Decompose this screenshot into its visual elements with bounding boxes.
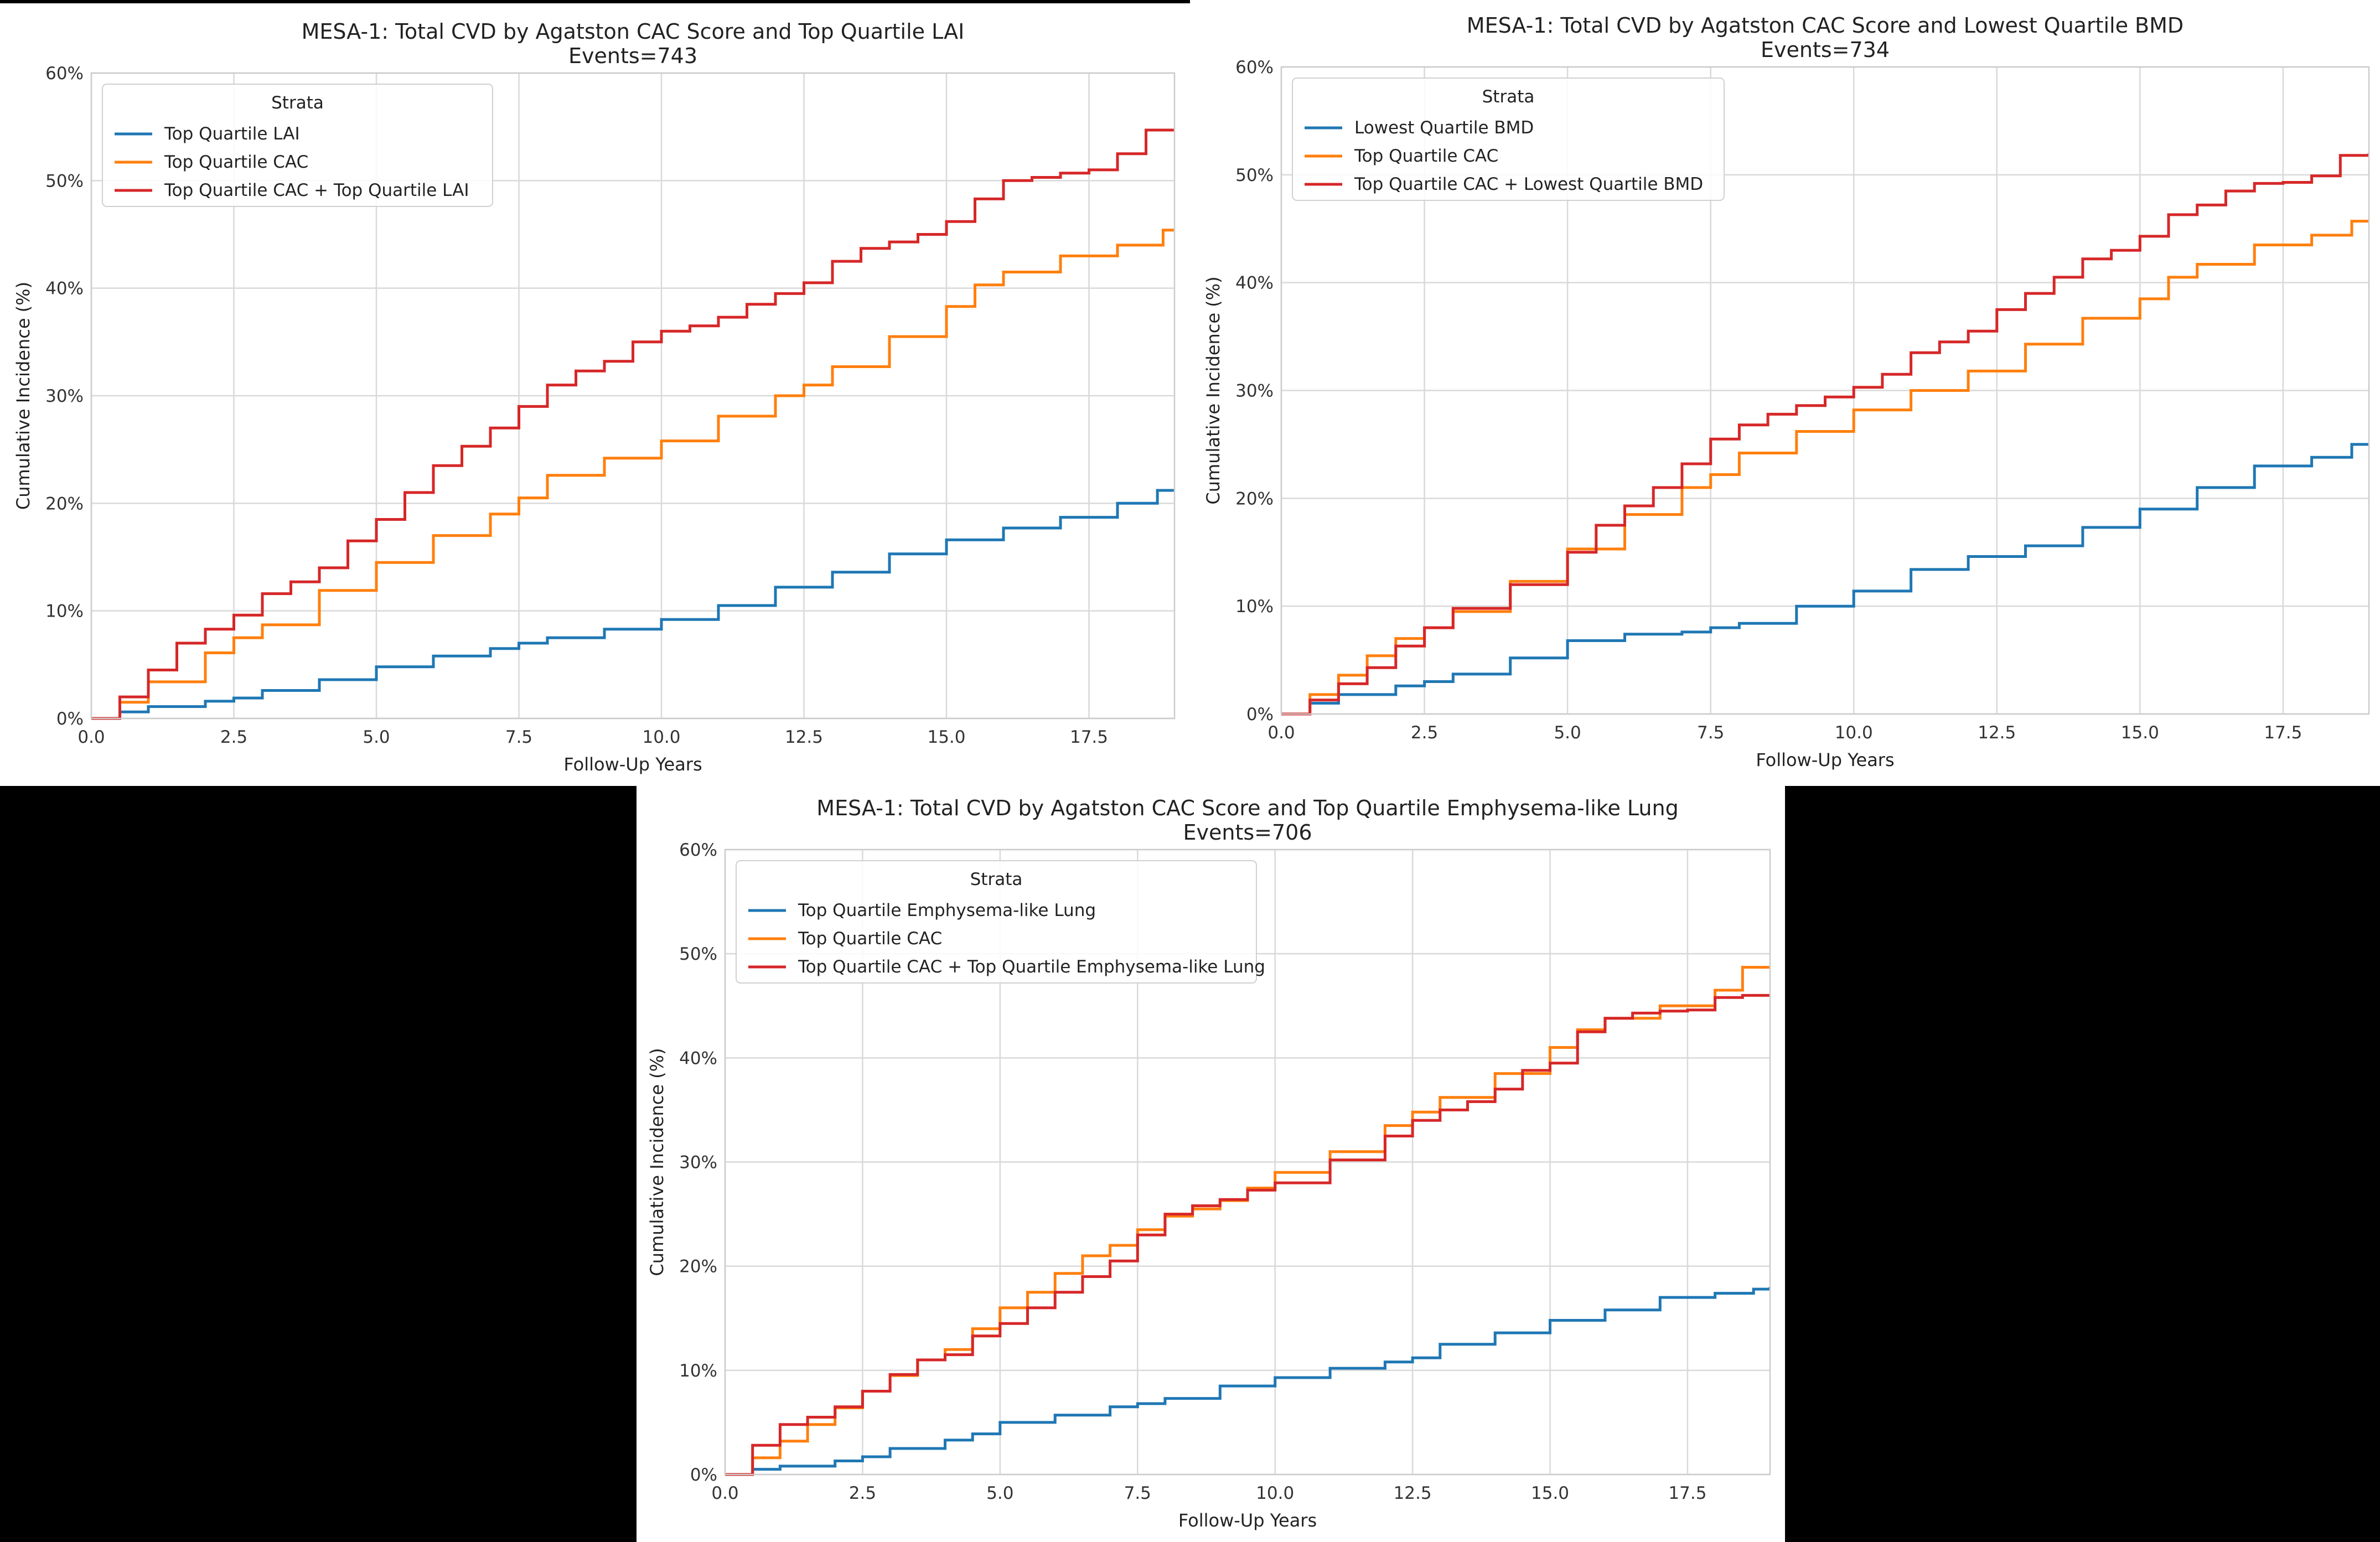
x-tick-label: 0.0 (77, 727, 105, 747)
y-tick-label: 30% (45, 386, 84, 406)
y-tick-label: 50% (45, 171, 84, 191)
legend: Strata Top Quartile Emphysema-like Lung To… (736, 860, 1265, 984)
x-axis-label: Follow-Up Years (1756, 749, 1894, 770)
chart-subtitle: Events=743 (568, 44, 697, 68)
series-line-2 (1281, 220, 2369, 716)
y-tick-label: 60% (45, 64, 84, 84)
x-tick-label: 12.5 (1394, 1483, 1432, 1503)
legend-label: Top Quartile CAC + Top Quartile Emphysem… (798, 957, 1265, 977)
legend: Strata Top Quartile LAI Top Quartile CAC To… (102, 84, 493, 207)
y-tick-label: 60% (679, 840, 717, 860)
x-tick-label: 10.0 (1835, 723, 1873, 743)
legend-label: Top Quartile CAC (164, 152, 308, 172)
x-tick-label: 5.0 (363, 727, 390, 747)
x-tick-label: 12.5 (785, 727, 823, 747)
x-tick-label: 7.5 (1124, 1483, 1151, 1503)
y-tick-label: 0% (690, 1465, 717, 1485)
x-tick-label: 7.5 (1697, 723, 1724, 743)
y-tick-label: 20% (45, 494, 84, 514)
series-line-1 (1281, 443, 2369, 716)
series-line-3 (1281, 153, 2369, 716)
chart-panel-emphysema: MESA-1: Total CVD by Agatston CAC Score … (637, 786, 1785, 1542)
x-tick-label: 17.5 (2264, 723, 2302, 743)
y-tick-label: 50% (679, 944, 717, 964)
x-tick-label: 15.0 (927, 727, 965, 747)
series-line-3 (725, 993, 1770, 1476)
series-line-1 (91, 489, 1175, 720)
y-tick-label: 0% (56, 709, 84, 729)
legend-box (736, 860, 1257, 984)
y-tick-label: 40% (45, 279, 84, 299)
legend-label: Top Quartile CAC (798, 929, 942, 949)
y-tick-label: 0% (1246, 705, 1274, 725)
chart-emphysema-svg: MESA-1: Total CVD by Agatston CAC Score … (646, 796, 1771, 1531)
x-tick-label: 7.5 (505, 727, 532, 747)
x-tick-label: 15.0 (1531, 1483, 1569, 1503)
legend-box (1292, 77, 1725, 201)
x-tick-label: 2.5 (1411, 723, 1438, 743)
y-tick-label: 30% (1235, 381, 1274, 401)
y-tick-label: 40% (679, 1048, 717, 1068)
y-axis-label: Cumulative Incidence (%) (646, 1048, 668, 1276)
legend-label: Top Quartile CAC (1354, 146, 1498, 166)
y-tick-label: 50% (1235, 165, 1274, 185)
legend-label: Top Quartile LAI (164, 124, 300, 144)
plot-frame (90, 72, 1176, 720)
legend-box (102, 84, 493, 207)
y-axis-label: Cumulative Incidence (%) (1203, 276, 1224, 504)
x-tick-label: 0.0 (711, 1483, 738, 1503)
chart-title: MESA-1: Total CVD by Agatston CAC Score … (816, 796, 1678, 820)
series-line-2 (91, 229, 1175, 720)
y-tick-label: 60% (1235, 58, 1274, 77)
x-tick-label: 15.0 (2121, 723, 2159, 743)
x-axis-label: Follow-Up Years (1178, 1510, 1317, 1531)
legend-title: Strata (271, 93, 324, 113)
x-tick-label: 2.5 (220, 727, 247, 747)
x-tick-label: 17.5 (1070, 727, 1108, 747)
x-tick-label: 17.5 (1668, 1483, 1706, 1503)
x-axis-label: Follow-Up Years (563, 754, 702, 775)
x-tick-label: 12.5 (1978, 723, 2016, 743)
y-tick-label: 30% (679, 1153, 717, 1173)
chart-panel-lai: MESA-1: Total CVD by Agatston CAC Score … (0, 3, 1190, 786)
x-tick-label: 0.0 (1267, 723, 1295, 743)
plot-frame (724, 848, 1771, 1476)
y-tick-label: 40% (1235, 273, 1274, 293)
chart-panel-bmd: MESA-1: Total CVD by Agatston CAC Score … (1190, 0, 2380, 786)
series-line-3 (91, 128, 1175, 720)
y-tick-label: 20% (1235, 489, 1274, 509)
legend-label: Top Quartile CAC + Lowest Quartile BMD (1354, 174, 1703, 194)
series-line-1 (725, 1287, 1770, 1476)
x-tick-label: 2.5 (849, 1483, 876, 1503)
y-axis-label: Cumulative Incidence (%) (13, 282, 34, 510)
chart-title: MESA-1: Total CVD by Agatston CAC Score … (302, 19, 965, 44)
chart-lai-svg: MESA-1: Total CVD by Agatston CAC Score … (13, 19, 1176, 775)
legend-title: Strata (970, 870, 1023, 889)
legend-label: Top Quartile CAC + Top Quartile LAI (164, 180, 469, 200)
x-tick-label: 5.0 (1554, 723, 1581, 743)
legend-label: Top Quartile Emphysema-like Lung (798, 901, 1096, 920)
chart-subtitle: Events=706 (1183, 820, 1312, 845)
y-tick-label: 10% (45, 602, 84, 622)
y-tick-label: 10% (1235, 597, 1274, 617)
x-tick-label: 5.0 (986, 1483, 1013, 1503)
legend: Strata Lowest Quartile BMD Top Quartile CA… (1292, 77, 1725, 201)
legend-label: Lowest Quartile BMD (1354, 118, 1534, 138)
x-tick-label: 10.0 (1256, 1483, 1294, 1503)
chart-bmd-svg: MESA-1: Total CVD by Agatston CAC Score … (1203, 13, 2370, 770)
plot-frame (1280, 66, 2370, 715)
legend-title: Strata (1482, 87, 1535, 107)
chart-title: MESA-1: Total CVD by Agatston CAC Score … (1467, 13, 2184, 38)
chart-subtitle: Events=734 (1761, 38, 1890, 62)
y-tick-label: 20% (679, 1257, 717, 1277)
y-tick-label: 10% (679, 1361, 717, 1381)
x-tick-label: 10.0 (642, 727, 680, 747)
